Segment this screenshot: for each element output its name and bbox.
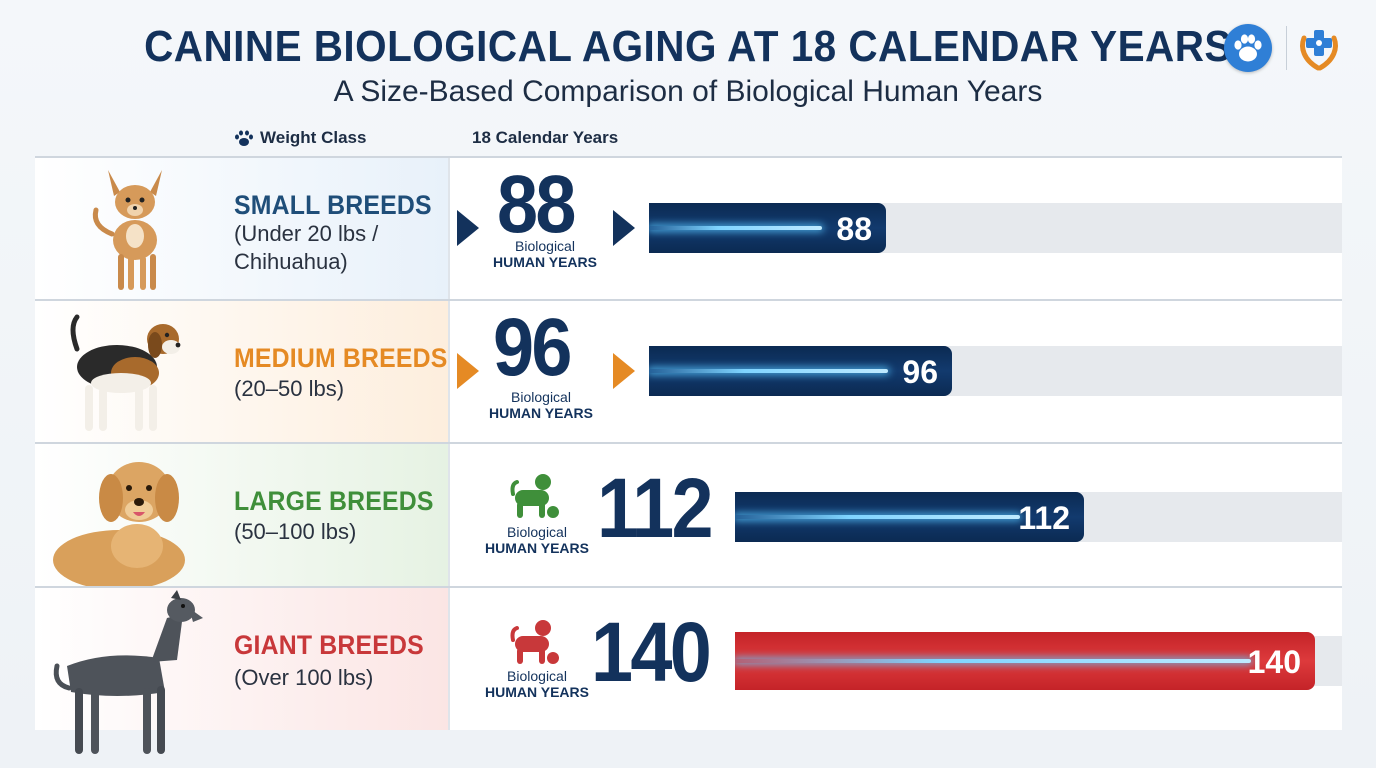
bar-small-breeds: 88 xyxy=(649,203,886,253)
vet-cross-logo-icon xyxy=(1296,24,1342,72)
logo-divider xyxy=(1286,26,1287,70)
bar-large-breeds: 112 xyxy=(735,492,1084,542)
bar-value-label: 112 xyxy=(1018,500,1070,536)
value-label-line1: Biological xyxy=(507,668,567,684)
giant-value-number: 140 xyxy=(591,605,712,699)
divider xyxy=(35,299,1342,301)
row-large-breed-name: LARGE BREEDS xyxy=(234,486,434,516)
row-divider xyxy=(448,158,450,300)
row-giant-breeds: GIANT BREEDS (Over 100 lbs) Biological H… xyxy=(35,588,1342,754)
page-title: CANINE BIOLOGICAL AGING AT 18 CALENDAR Y… xyxy=(144,22,1232,71)
value-label-line1: Biological xyxy=(515,238,575,254)
row-medium-breed-desc: (20–50 lbs) xyxy=(234,376,345,401)
large-value-label: Biological HUMAN YEARS xyxy=(481,524,593,556)
giant-value-label: Biological HUMAN YEARS xyxy=(481,668,593,700)
row-large-breeds: LARGE BREEDS (50–100 lbs) Biological HUM… xyxy=(35,444,1342,590)
bar-value-label: 96 xyxy=(902,354,938,390)
row-divider xyxy=(448,301,450,443)
dog-silhouette-icon xyxy=(510,474,559,518)
great-dane-image xyxy=(47,588,207,763)
divider xyxy=(35,586,1342,588)
row-giant-breed-name: GIANT BREEDS xyxy=(234,630,424,660)
row-divider xyxy=(448,444,450,586)
beagle-image xyxy=(55,305,195,444)
arrow-marker-icon xyxy=(613,353,635,389)
value-label-line2: HUMAN YEARS xyxy=(489,405,593,421)
row-medium-breed-name: MEDIUM BREEDS xyxy=(234,343,448,373)
large-value-number: 112 xyxy=(597,461,714,555)
value-label-line1: Biological xyxy=(511,389,571,405)
paw-icon xyxy=(235,130,253,146)
value-label-line2: HUMAN YEARS xyxy=(493,254,597,270)
column-header-calendar-years: 18 Calendar Years xyxy=(472,128,619,147)
bar-glow xyxy=(735,515,1020,519)
small-value-label: Biological HUMAN YEARS xyxy=(487,238,603,270)
bar-giant-breeds: 140 xyxy=(735,632,1315,690)
bar-glow xyxy=(649,226,822,230)
paw-logo-icon xyxy=(1224,24,1272,72)
value-label-line2: HUMAN YEARS xyxy=(485,684,589,700)
row-medium-breeds: MEDIUM BREEDS (20–50 lbs) 96 Biological … xyxy=(35,301,1342,443)
bar-glow xyxy=(735,659,1251,663)
bar-glow xyxy=(649,369,888,373)
bar-value-label: 140 xyxy=(1247,644,1301,680)
medium-value-number: 96 xyxy=(493,302,572,393)
page-subtitle: A Size-Based Comparison of Biological Hu… xyxy=(333,75,1043,108)
bar-value-label: 88 xyxy=(836,211,872,247)
dog-silhouette-icon xyxy=(510,620,559,664)
chihuahua-image xyxy=(80,162,190,301)
column-header-weight-class: Weight Class xyxy=(232,128,366,148)
row-large-breed-desc: (50–100 lbs) xyxy=(234,519,357,544)
value-label-line2: HUMAN YEARS xyxy=(485,540,589,556)
arrow-marker-icon xyxy=(613,210,635,246)
divider-top xyxy=(35,156,1342,158)
row-small-breed-name: SMALL BREEDS xyxy=(234,190,432,220)
medium-value-label: Biological HUMAN YEARS xyxy=(483,389,599,421)
value-label-line1: Biological xyxy=(507,524,567,540)
row-small-breeds: SMALL BREEDS (Under 20 lbs / Chihuahua) … xyxy=(35,158,1342,300)
small-value-number: 88 xyxy=(497,159,576,250)
column-header-weight-class-label: Weight Class xyxy=(260,128,367,147)
arrow-marker-icon xyxy=(457,353,479,389)
golden-retriever-image xyxy=(47,448,197,591)
arrow-marker-icon xyxy=(457,210,479,246)
row-small-breed-desc: (Under 20 lbs / Chihuahua) xyxy=(234,221,379,274)
bar-medium-breeds: 96 xyxy=(649,346,952,396)
row-giant-breed-desc: (Over 100 lbs) xyxy=(234,665,374,690)
divider xyxy=(35,442,1342,444)
row-divider xyxy=(448,588,450,730)
